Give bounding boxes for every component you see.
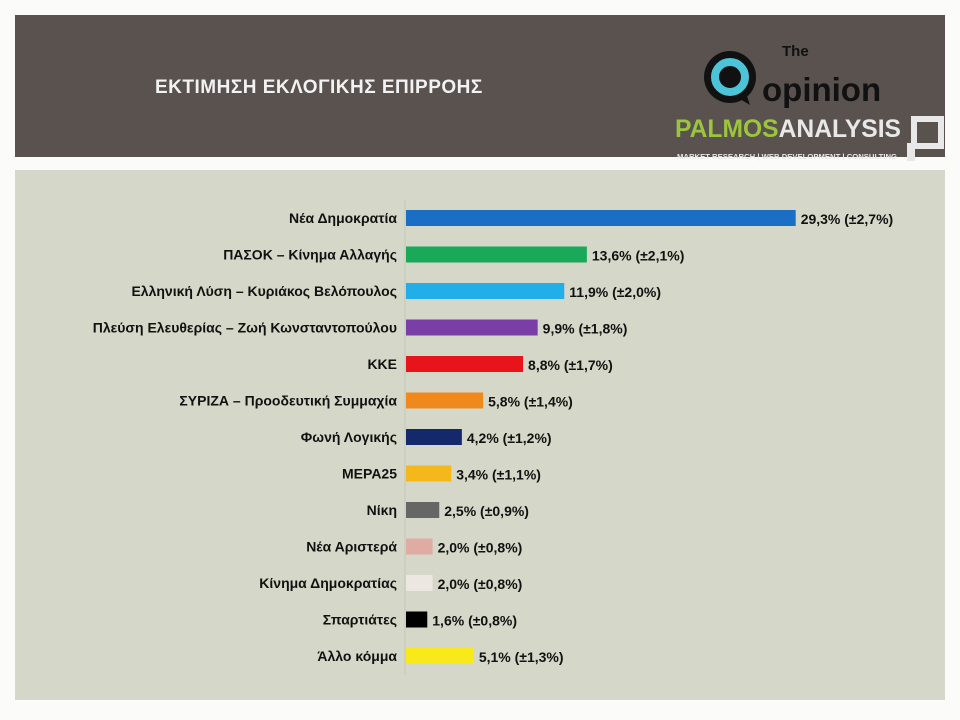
bar bbox=[406, 648, 474, 664]
the-opinion-logo: The opinion bbox=[704, 43, 881, 108]
bar bbox=[406, 356, 524, 372]
category-label: Πλεύση Ελευθερίας – Ζωή Κωνσταντοπούλου bbox=[93, 320, 397, 336]
svg-text:The: The bbox=[782, 43, 809, 60]
data-label: 2,0% (±0,8%) bbox=[438, 540, 523, 556]
data-label: 29,3% (±2,7%) bbox=[801, 211, 894, 227]
palmos-analysis-logo: PALMOSANALYSIS MARKET RESEARCH | WEB DEV… bbox=[675, 115, 944, 161]
data-label: 3,4% (±1,1%) bbox=[456, 467, 541, 483]
data-label: 1,6% (±0,8%) bbox=[432, 613, 517, 629]
category-label: Νέα Αριστερά bbox=[306, 539, 397, 555]
bar-chart: Νέα Δημοκρατία 29,3% (±2,7%) ΠΑΣΟΚ – Κίνημ… bbox=[93, 200, 894, 675]
bar bbox=[406, 502, 440, 518]
category-label: Σπαρτιάτες bbox=[323, 612, 397, 628]
category-label: Ελληνική Λύση – Κυριάκος Βελόπουλος bbox=[131, 283, 397, 299]
category-label: ΠΑΣΟΚ – Κίνημα Αλλαγής bbox=[223, 247, 397, 263]
category-label: Άλλο κόμμα bbox=[317, 648, 397, 664]
data-label: 13,6% (±2,1%) bbox=[592, 248, 685, 264]
data-label: 2,5% (±0,9%) bbox=[444, 503, 529, 519]
svg-text:MARKET RESEARCH | WEB DEVELOPM: MARKET RESEARCH | WEB DEVELOPMENT | CONS… bbox=[677, 152, 897, 161]
chart-panel: Νέα Δημοκρατία 29,3% (±2,7%) ΠΑΣΟΚ – Κίνημ… bbox=[15, 170, 945, 700]
bar bbox=[406, 319, 538, 336]
bar bbox=[406, 575, 433, 591]
data-label: 4,2% (±1,2%) bbox=[467, 430, 552, 446]
bar bbox=[406, 246, 587, 263]
bar bbox=[406, 210, 796, 226]
bar bbox=[406, 538, 433, 555]
data-label: 8,8% (±1,7%) bbox=[528, 357, 613, 373]
header-banner: ΕΚΤΙΜΗΣΗ ΕΚΛΟΓΙΚΗΣ ΕΠΙΡΡΟΗΣ The opinion … bbox=[15, 15, 945, 161]
category-label: Φωνή Λογικής bbox=[301, 429, 397, 445]
page-title: ΕΚΤΙΜΗΣΗ ΕΚΛΟΓΙΚΗΣ ΕΠΙΡΡΟΗΣ bbox=[155, 77, 483, 98]
svg-text:opinion: opinion bbox=[762, 71, 881, 108]
bar bbox=[406, 392, 484, 409]
bar bbox=[406, 429, 462, 445]
category-label: Κίνημα Δημοκρατίας bbox=[259, 575, 397, 591]
bar bbox=[406, 465, 452, 482]
svg-text:PALMOSANALYSIS: PALMOSANALYSIS bbox=[675, 115, 901, 143]
data-label: 5,1% (±1,3%) bbox=[479, 649, 564, 665]
category-label: ΣΥΡΙΖΑ – Προοδευτική Συμμαχία bbox=[179, 393, 397, 409]
category-label: Νίκη bbox=[367, 502, 397, 518]
data-label: 5,8% (±1,4%) bbox=[488, 394, 573, 410]
bar bbox=[406, 283, 565, 299]
category-label: ΜΕΡΑ25 bbox=[342, 466, 397, 482]
data-label: 2,0% (±0,8%) bbox=[438, 576, 523, 592]
data-label: 9,9% (±1,8%) bbox=[543, 321, 628, 337]
data-label: 11,9% (±2,0%) bbox=[569, 284, 661, 300]
bar bbox=[406, 611, 428, 628]
category-label: Νέα Δημοκρατία bbox=[289, 210, 397, 226]
category-label: ΚΚΕ bbox=[367, 356, 397, 372]
